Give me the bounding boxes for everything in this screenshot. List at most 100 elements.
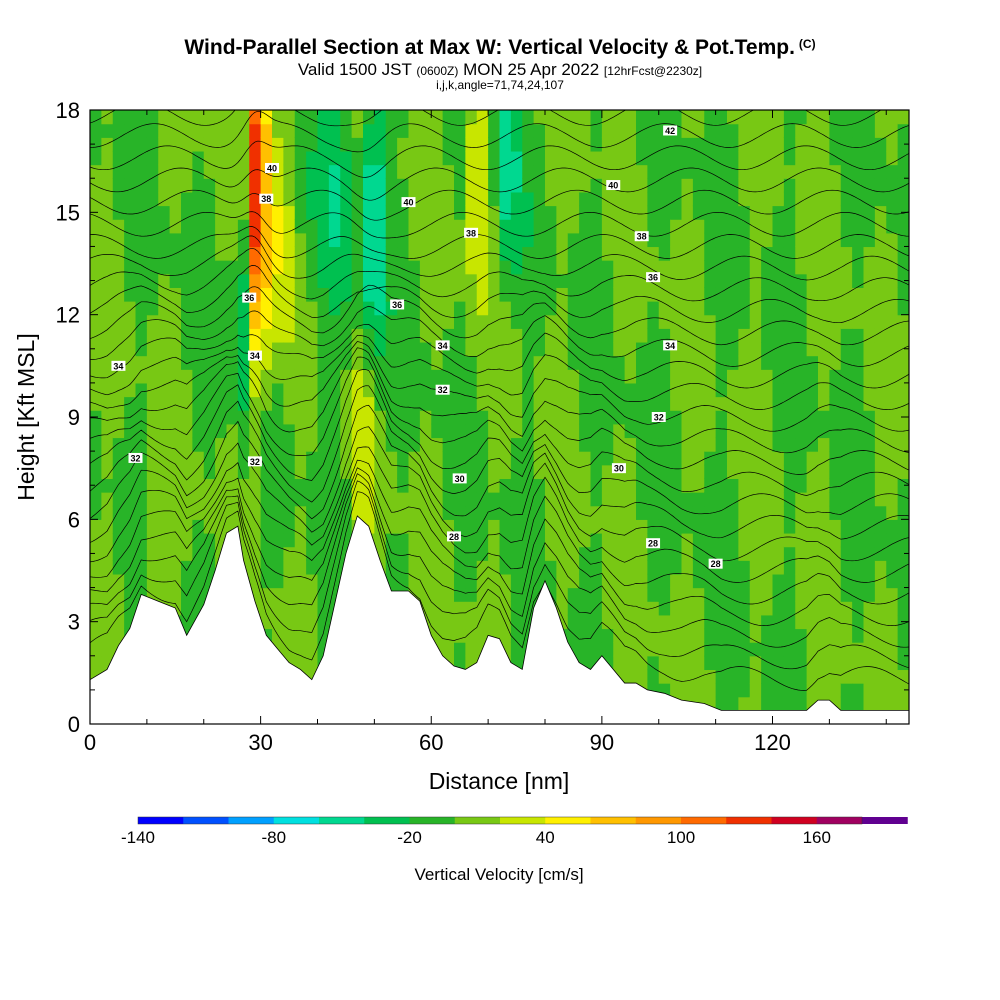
velocity-cell (226, 273, 239, 288)
velocity-cell (556, 464, 569, 479)
velocity-cell (146, 573, 159, 589)
velocity-cell (385, 328, 398, 343)
velocity-cell (579, 178, 592, 193)
velocity-cell (112, 178, 125, 193)
velocity-cell (727, 301, 739, 316)
velocity-cell (328, 178, 341, 193)
velocity-cell (670, 546, 683, 561)
velocity-cell (829, 382, 842, 398)
contour-label-bg (242, 292, 257, 303)
velocity-cell (545, 532, 557, 548)
velocity-cell (715, 601, 728, 616)
velocity-cell (465, 260, 478, 275)
velocity-cell (761, 546, 774, 561)
velocity-cell (397, 451, 410, 466)
velocity-cell (761, 492, 774, 507)
velocity-cell (351, 137, 364, 152)
velocity-cell (158, 505, 171, 520)
contour-label: 38 (464, 227, 479, 238)
velocity-cell (499, 314, 512, 329)
y-tick-label: 6 (68, 507, 80, 532)
velocity-cell (533, 205, 546, 220)
velocity-cell (715, 150, 728, 166)
velocity-cell (658, 532, 671, 548)
velocity-cell (783, 478, 796, 493)
velocity-cell (454, 614, 466, 630)
velocity-cell (283, 614, 296, 630)
velocity-cell (431, 205, 444, 220)
contour-label: 34 (663, 340, 678, 351)
velocity-cell (340, 164, 353, 179)
velocity-cell (351, 301, 364, 316)
velocity-cell (613, 355, 626, 370)
velocity-cell (215, 492, 228, 507)
velocity-cell (226, 314, 239, 329)
velocity-cell (454, 137, 466, 152)
isentrope-line (90, 356, 909, 475)
velocity-cell (692, 628, 705, 643)
velocity-cell (738, 123, 751, 138)
velocity-cell (556, 341, 569, 357)
velocity-cell (749, 355, 762, 370)
velocity-cell (886, 137, 899, 152)
isentrope-line (90, 305, 909, 367)
velocity-cell (727, 191, 739, 207)
velocity-cell (442, 301, 455, 316)
velocity-cell (783, 396, 796, 411)
velocity-cell (454, 410, 466, 425)
velocity-cell (146, 301, 159, 316)
velocity-cell (749, 382, 762, 398)
velocity-cell (636, 382, 648, 398)
chart-indices: i,j,k,angle=71,74,24,107 (436, 78, 564, 92)
velocity-cell (863, 314, 876, 329)
velocity-cell (351, 123, 364, 138)
velocity-cell (454, 219, 466, 234)
velocity-cell (419, 301, 432, 316)
velocity-cell (454, 505, 466, 520)
velocity-cell (681, 382, 694, 398)
velocity-cell (499, 164, 512, 179)
velocity-cell (306, 519, 319, 534)
velocity-cell (124, 341, 137, 357)
velocity-cell (647, 191, 660, 207)
velocity-cell (283, 396, 296, 411)
velocity-cell (169, 492, 182, 507)
velocity-cell (294, 314, 307, 329)
velocity-cell (408, 232, 421, 248)
velocity-cell (181, 232, 193, 248)
velocity-cell (761, 369, 774, 384)
velocity-cell (624, 546, 637, 561)
velocity-cell (294, 301, 307, 316)
velocity-cell (795, 642, 808, 657)
velocity-cell (249, 273, 262, 288)
velocity-cell (579, 273, 592, 288)
velocity-cell (203, 260, 216, 275)
velocity-cell (385, 492, 398, 507)
velocity-cell (636, 260, 648, 275)
velocity-cell (124, 587, 137, 602)
velocity-cell (852, 601, 865, 616)
velocity-cell (169, 451, 182, 466)
x-tick-label: 60 (419, 730, 443, 755)
velocity-cell (146, 355, 159, 370)
velocity-cell (215, 532, 228, 548)
velocity-cell (283, 532, 296, 548)
velocity-cell (636, 573, 648, 589)
isentrope-line (90, 334, 909, 410)
velocity-cell (647, 341, 660, 357)
velocity-cell (340, 382, 353, 398)
velocity-cell (715, 532, 728, 548)
velocity-cell (533, 273, 546, 288)
velocity-cell (499, 437, 512, 452)
velocity-cell (601, 328, 614, 343)
velocity-cell (431, 546, 444, 561)
velocity-cell (545, 287, 557, 302)
velocity-cell (613, 301, 626, 316)
velocity-cell (363, 355, 375, 370)
velocity-cell (294, 642, 307, 657)
velocity-cell (454, 601, 466, 616)
velocity-cell (385, 164, 398, 179)
velocity-cell (715, 492, 728, 507)
velocity-cell (408, 451, 421, 466)
velocity-cell (317, 178, 330, 193)
